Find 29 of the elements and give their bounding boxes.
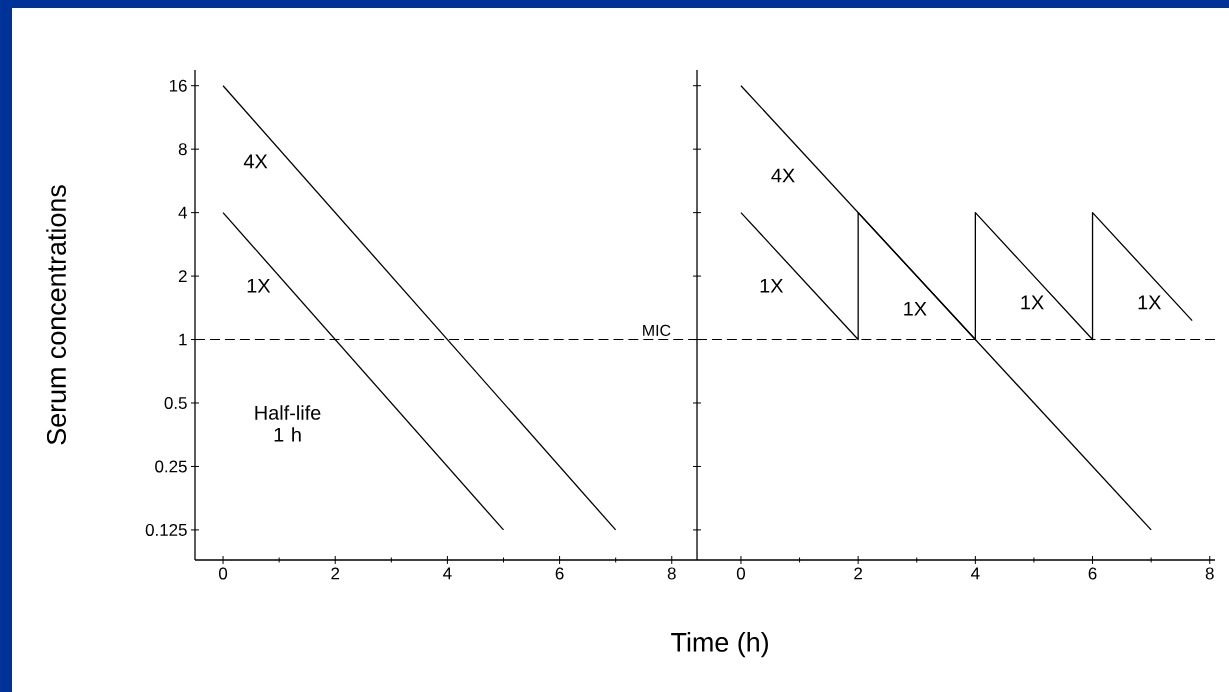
- x-tick-label: 4: [971, 567, 980, 580]
- ref-line-label: MIC: [643, 324, 671, 337]
- x-tick-label: 4: [443, 567, 452, 580]
- annotation: 1X: [1138, 295, 1162, 310]
- x-tick-label: 2: [331, 567, 340, 580]
- annotation: Half-life 1 h: [255, 405, 321, 442]
- y-tick-label: 0.125: [145, 523, 187, 536]
- annotation: 1X: [247, 278, 271, 293]
- annotation: 4X: [771, 168, 795, 183]
- x-tick-label: 6: [1088, 567, 1097, 580]
- y-tick-label: 16: [169, 79, 187, 92]
- x-tick-label: 8: [1205, 567, 1214, 580]
- x-axis-title: Time (h): [671, 632, 768, 658]
- y-tick-label: 4: [178, 206, 187, 219]
- x-tick-label: 0: [736, 567, 746, 580]
- y-tick-label: 1: [179, 333, 187, 346]
- annotation: 1X: [904, 301, 927, 316]
- annotation: 1X: [760, 278, 784, 293]
- x-tick-label: 6: [555, 567, 564, 580]
- y-tick-label: 2: [178, 270, 187, 282]
- y-tick-label: 0.5: [164, 397, 187, 409]
- x-tick-label: 8: [667, 567, 676, 580]
- annotation: 4X: [243, 154, 268, 169]
- y-tick-label: 0.25: [155, 460, 187, 473]
- x-tick-label: 0: [219, 567, 228, 580]
- annotation: 1X: [1021, 295, 1044, 310]
- x-tick-label: 2: [854, 567, 863, 580]
- y-tick-label: 8: [178, 143, 187, 156]
- y-axis-title: Serum concentrations: [46, 185, 66, 445]
